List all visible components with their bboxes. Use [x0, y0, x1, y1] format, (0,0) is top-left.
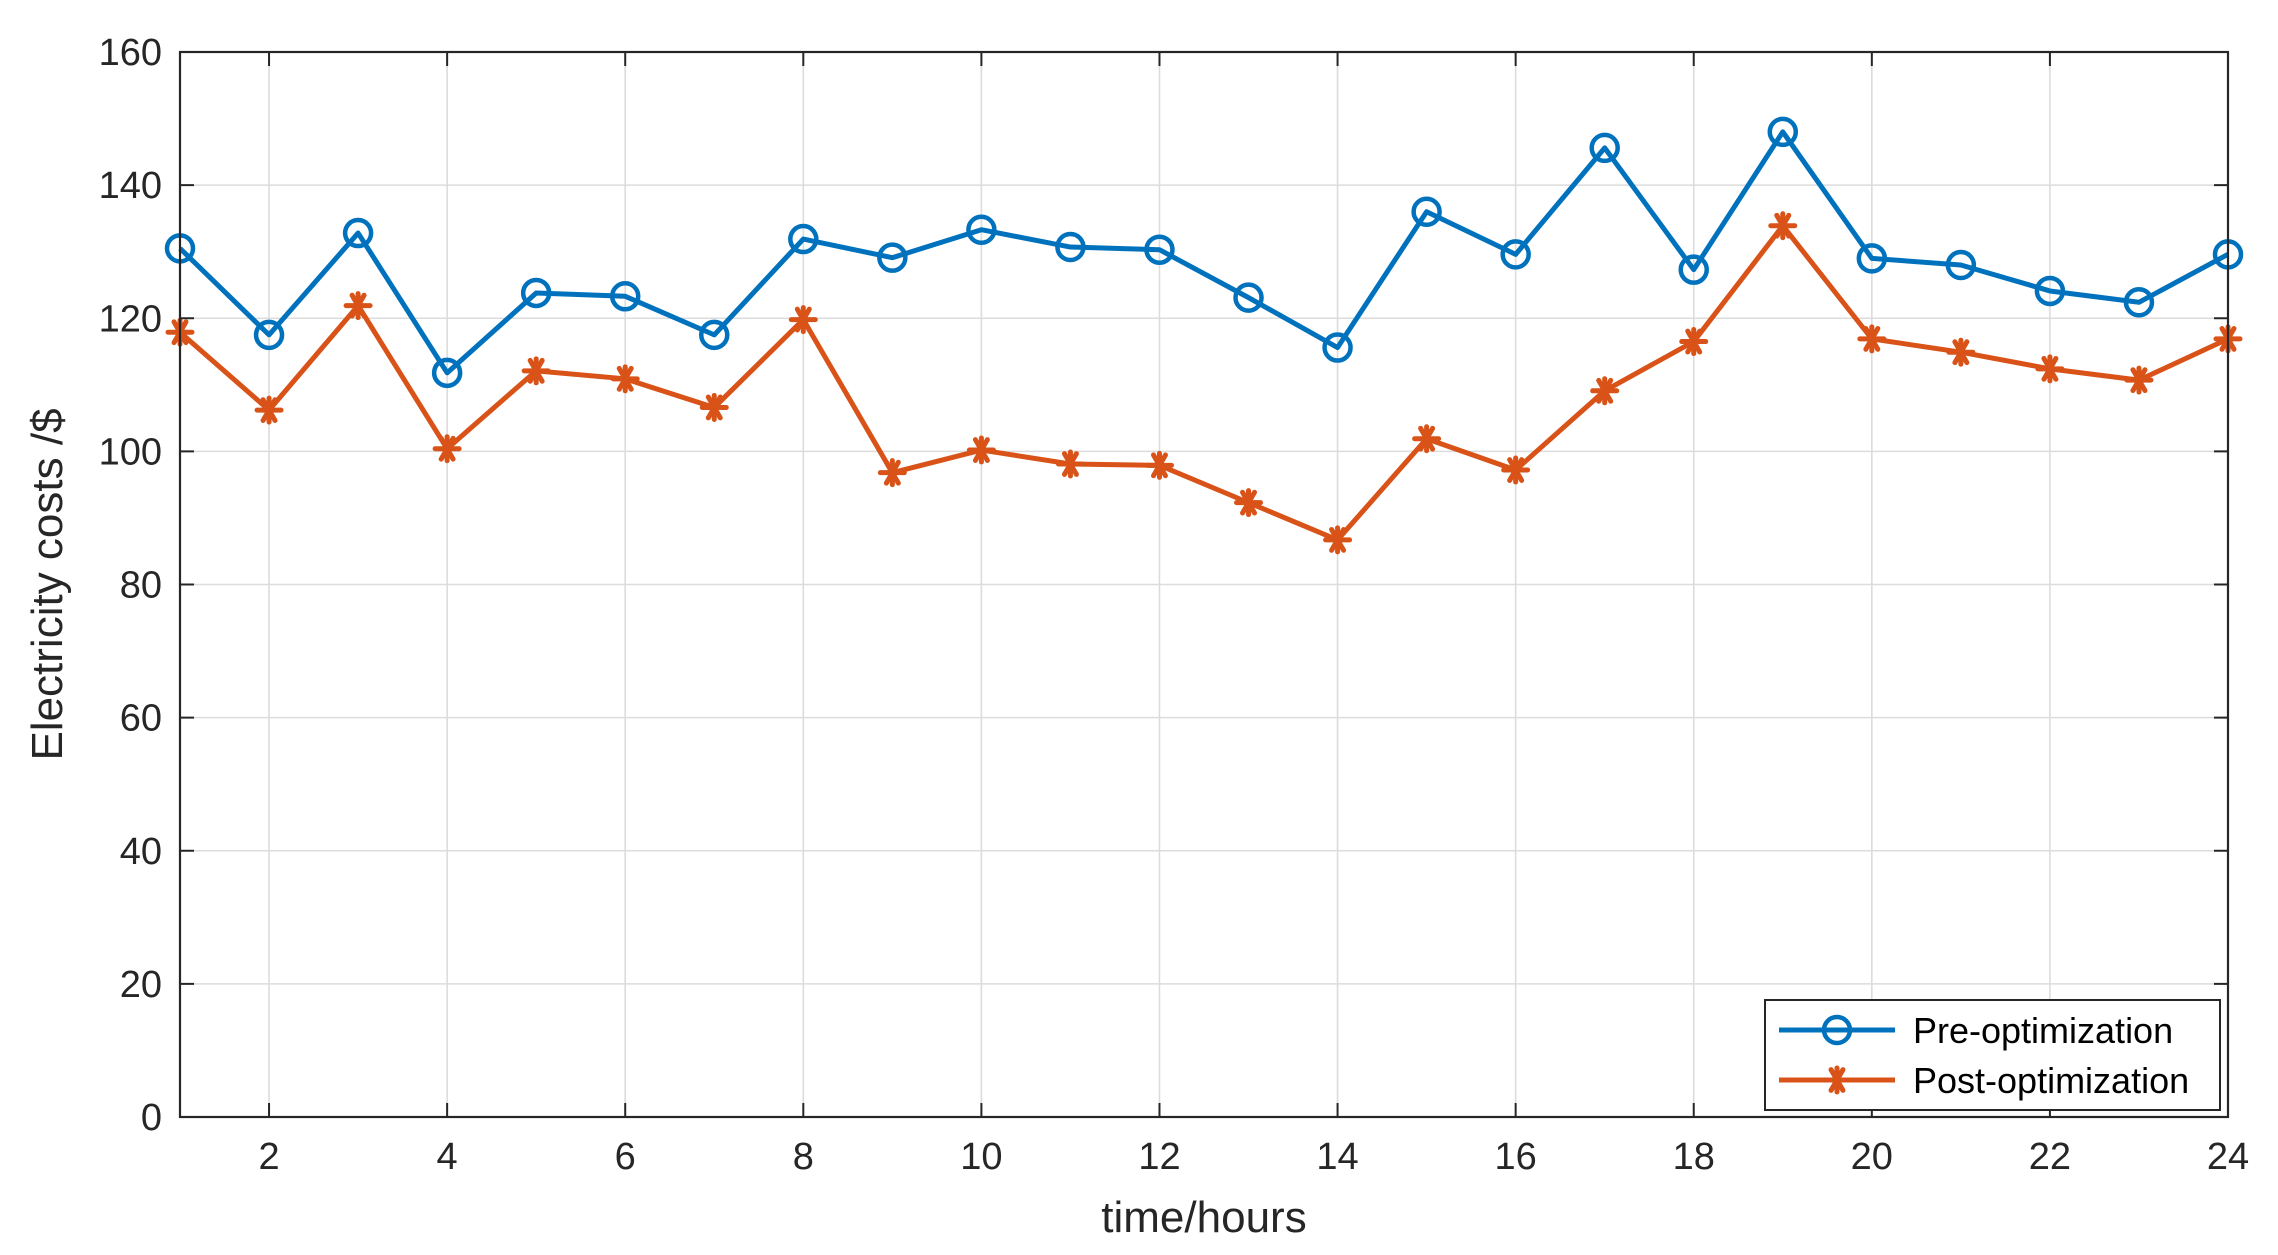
legend-label: Pre-optimization [1913, 1010, 2173, 1051]
x-tick-label: 20 [1851, 1136, 1893, 1178]
data-point [1322, 332, 1353, 363]
data-point [1055, 231, 1086, 263]
x-tick-label: 6 [615, 1136, 636, 1178]
legend-item: Pre-optimization [1779, 1010, 2173, 1051]
data-point [1945, 249, 1977, 281]
data-point [431, 357, 463, 389]
data-point [877, 242, 908, 273]
x-tick-label: 8 [793, 1136, 814, 1178]
y-axis-title: Electricity costs /$ [23, 408, 72, 760]
data-point [1678, 254, 1709, 285]
data-point [699, 392, 729, 422]
data-point [2034, 275, 2066, 307]
y-tick-label: 0 [141, 1097, 162, 1139]
data-point [254, 395, 284, 425]
data-point [432, 434, 462, 464]
data-point [2035, 354, 2065, 384]
series-layer [164, 116, 2244, 555]
series-2 [165, 211, 2243, 555]
data-point [343, 291, 373, 321]
data-point [1856, 243, 1888, 274]
data-point [1323, 525, 1353, 555]
data-point [1144, 234, 1175, 265]
data-point [1857, 324, 1887, 354]
data-point [1233, 282, 1264, 313]
grid-layer [180, 52, 2228, 1117]
series-line [178, 223, 2230, 543]
data-point [609, 281, 641, 312]
data-point [1234, 488, 1264, 518]
data-point [2124, 365, 2154, 395]
y-tick-label: 120 [99, 298, 162, 340]
legend-item: Post-optimization [1779, 1060, 2189, 1101]
data-point [788, 223, 819, 255]
legend: Pre-optimization Post-optimization [1764, 999, 2221, 1111]
data-point [1768, 211, 1798, 241]
data-point [1946, 337, 1976, 367]
y-tick-label: 40 [120, 831, 162, 873]
data-point [253, 319, 285, 351]
x-tick-label: 16 [1495, 1136, 1537, 1178]
x-tick-label: 2 [258, 1136, 279, 1178]
x-tick-label: 18 [1673, 1136, 1715, 1178]
x-tick-label: 24 [2207, 1136, 2249, 1178]
y-tick-label: 140 [99, 165, 162, 207]
data-point [1500, 239, 1531, 270]
data-point [966, 214, 997, 245]
y-tick-label: 20 [120, 964, 162, 1006]
y-tick-label: 60 [120, 698, 162, 740]
data-point [877, 458, 907, 488]
y-tick-label: 160 [99, 32, 162, 74]
data-point [1590, 376, 1620, 406]
x-axis-title: time/hours [1101, 1193, 1306, 1242]
legend-label: Post-optimization [1913, 1060, 2189, 1101]
legend-marker [1821, 1014, 1853, 1046]
data-point [520, 277, 552, 309]
x-tick-label: 22 [2029, 1136, 2071, 1178]
x-tick-label: 10 [960, 1136, 1002, 1178]
series-line [178, 129, 2230, 376]
data-point [1767, 116, 1799, 148]
data-point [1679, 327, 1709, 357]
data-point [2123, 287, 2155, 318]
labels-layer: 2 4 6 8 10 12 14 16 18 20 22 2402040608010012014016… [99, 32, 2250, 1178]
data-point [788, 305, 818, 335]
x-tick-label: 4 [437, 1136, 458, 1178]
x-tick-label: 12 [1138, 1136, 1180, 1178]
data-point [966, 435, 996, 465]
axes-layer [178, 50, 2230, 1119]
data-point [1411, 196, 1442, 227]
legend-marker [1822, 1065, 1852, 1095]
data-point [1589, 132, 1620, 164]
y-tick-label: 80 [120, 565, 162, 607]
x-tick-label: 14 [1316, 1136, 1358, 1178]
data-point [1055, 449, 1085, 479]
data-point [1501, 455, 1531, 485]
data-point [1144, 450, 1174, 480]
y-tick-label: 100 [99, 431, 162, 473]
data-point [521, 356, 551, 386]
data-point [699, 319, 730, 351]
data-point [1412, 424, 1442, 454]
data-point [610, 364, 640, 394]
data-point [342, 217, 374, 249]
